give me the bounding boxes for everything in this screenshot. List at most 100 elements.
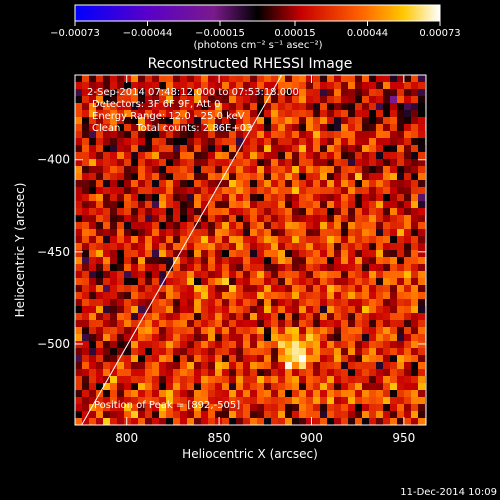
heatmap-cell bbox=[222, 215, 230, 223]
heatmap-cell bbox=[229, 418, 237, 425]
heatmap-cell bbox=[152, 152, 160, 160]
heatmap-cell bbox=[229, 145, 237, 153]
heatmap-cell bbox=[383, 243, 391, 251]
heatmap-cell bbox=[159, 404, 167, 412]
heatmap-cell bbox=[110, 243, 118, 251]
heatmap-cell bbox=[187, 334, 195, 342]
heatmap-cell bbox=[313, 229, 321, 237]
heatmap-cell bbox=[341, 404, 349, 412]
heatmap-cell bbox=[320, 89, 328, 97]
heatmap-cell bbox=[418, 355, 426, 363]
heatmap-cell bbox=[334, 110, 342, 118]
heatmap-cell bbox=[390, 82, 398, 90]
heatmap-cell bbox=[397, 369, 405, 377]
plot-frame bbox=[74, 74, 427, 426]
heatmap-cell bbox=[236, 236, 244, 244]
heatmap-cell bbox=[75, 194, 83, 202]
heatmap-cell bbox=[82, 355, 90, 363]
heatmap-cell bbox=[110, 159, 118, 167]
heatmap-cell bbox=[173, 201, 181, 209]
heatmap-cell bbox=[222, 418, 230, 425]
heatmap-cell bbox=[355, 404, 363, 412]
heatmap-cell bbox=[110, 173, 118, 181]
heatmap-cell bbox=[313, 152, 321, 160]
heatmap-cell bbox=[117, 180, 125, 188]
heatmap-cell bbox=[250, 250, 258, 258]
heatmap-cell bbox=[250, 348, 258, 356]
heatmap-cell bbox=[215, 173, 223, 181]
heatmap-cell bbox=[306, 243, 314, 251]
heatmap-cell bbox=[250, 166, 258, 174]
heatmap-cell bbox=[215, 292, 223, 300]
heatmap-cell bbox=[138, 285, 146, 293]
heatmap-cell bbox=[327, 201, 335, 209]
heatmap-cell bbox=[271, 397, 279, 405]
heatmap-cell bbox=[404, 103, 412, 111]
heatmap-cell bbox=[236, 327, 244, 335]
heatmap-cell bbox=[138, 110, 146, 118]
heatmap-cell bbox=[145, 75, 153, 83]
heatmap-cell bbox=[222, 362, 230, 370]
heatmap-cell bbox=[173, 110, 181, 118]
heatmap-cell bbox=[173, 306, 181, 314]
heatmap-cell bbox=[208, 117, 216, 125]
heatmap-cell bbox=[131, 152, 139, 160]
heatmap-cell bbox=[320, 264, 328, 272]
heatmap-cell bbox=[334, 187, 342, 195]
heatmap-cell bbox=[299, 173, 307, 181]
heatmap-cell bbox=[390, 341, 398, 349]
heatmap-cell bbox=[145, 215, 153, 223]
heatmap-cell bbox=[96, 152, 104, 160]
heatmap-cell bbox=[320, 348, 328, 356]
heatmap-cell bbox=[117, 285, 125, 293]
heatmap-cell bbox=[341, 397, 349, 405]
heatmap-cell bbox=[250, 180, 258, 188]
heatmap-cell bbox=[201, 250, 209, 258]
heatmap-cell bbox=[404, 75, 412, 83]
heatmap-cell bbox=[327, 362, 335, 370]
heatmap-cell bbox=[376, 334, 384, 342]
heatmap-cell bbox=[362, 152, 370, 160]
heatmap-cell bbox=[390, 411, 398, 419]
heatmap-cell bbox=[187, 229, 195, 237]
heatmap-cell bbox=[243, 376, 251, 384]
heatmap-cell bbox=[376, 75, 384, 83]
heatmap-cell bbox=[145, 117, 153, 125]
heatmap-cell bbox=[215, 117, 223, 125]
heatmap-cell bbox=[369, 397, 377, 405]
heatmap-cell bbox=[327, 110, 335, 118]
heatmap-cell bbox=[390, 131, 398, 139]
heatmap-cell bbox=[103, 250, 111, 258]
heatmap-cell bbox=[110, 124, 118, 132]
heatmap-cell bbox=[397, 152, 405, 160]
heatmap-cell bbox=[243, 236, 251, 244]
heatmap-cell bbox=[194, 376, 202, 384]
heatmap-cell bbox=[264, 229, 272, 237]
heatmap-cell bbox=[166, 208, 174, 216]
heatmap-cell bbox=[236, 229, 244, 237]
heatmap-cell bbox=[236, 96, 244, 104]
heatmap-cell bbox=[110, 292, 118, 300]
heatmap-cell bbox=[355, 110, 363, 118]
heatmap-cell bbox=[243, 110, 251, 118]
heatmap-cell bbox=[411, 236, 419, 244]
heatmap-cell bbox=[173, 215, 181, 223]
heatmap-cell bbox=[222, 327, 230, 335]
heatmap-cell bbox=[341, 243, 349, 251]
heatmap-cell bbox=[166, 96, 174, 104]
heatmap-cell bbox=[369, 271, 377, 279]
heatmap-cell bbox=[271, 334, 279, 342]
heatmap-cell bbox=[152, 264, 160, 272]
heatmap-cell bbox=[89, 159, 97, 167]
heatmap-cell bbox=[250, 124, 258, 132]
heatmap-cell bbox=[285, 124, 293, 132]
heatmap-cell bbox=[82, 376, 90, 384]
heatmap-cell bbox=[320, 376, 328, 384]
heatmap-cell bbox=[166, 103, 174, 111]
heatmap-cell bbox=[320, 369, 328, 377]
heatmap-cell bbox=[180, 299, 188, 307]
heatmap-cell bbox=[243, 404, 251, 412]
heatmap-cell bbox=[124, 334, 132, 342]
heatmap-cell bbox=[264, 390, 272, 398]
heatmap-cell bbox=[369, 348, 377, 356]
